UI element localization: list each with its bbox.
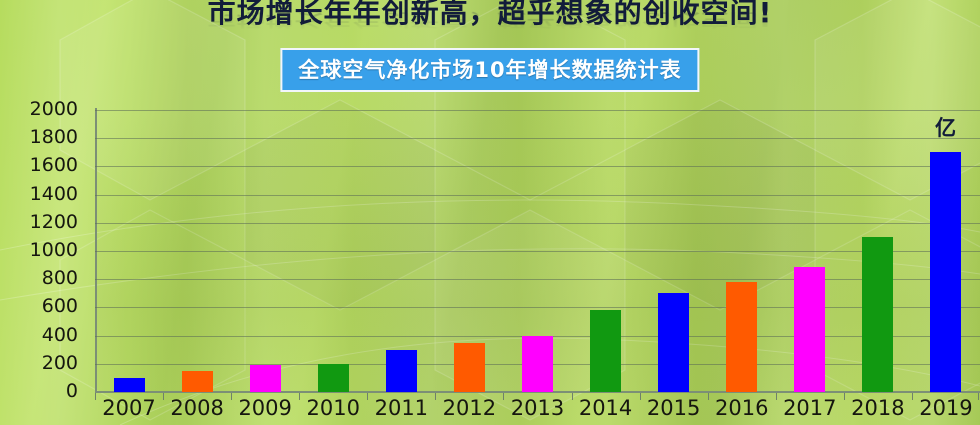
chart-title-banner: 全球空气净化市场10年增长数据统计表 xyxy=(280,48,700,92)
bar-2010 xyxy=(317,363,349,392)
x-axis-tick xyxy=(571,393,573,400)
bar-2011 xyxy=(385,349,417,392)
x-tick-label-2015: 2015 xyxy=(646,396,701,420)
y-tick-label: 1600 xyxy=(29,154,78,177)
x-axis-tick xyxy=(367,393,369,400)
x-tick-label-2011: 2011 xyxy=(374,396,429,420)
bar-2019 xyxy=(930,152,962,392)
x-tick-label-2014: 2014 xyxy=(578,396,633,420)
x-tick-label-2009: 2009 xyxy=(238,396,292,420)
y-tick-label: 1400 xyxy=(29,182,78,205)
x-tick-label-2016: 2016 xyxy=(714,396,769,420)
page-headline: 市场增长年年创新高，超乎想象的创收空间! xyxy=(207,0,773,29)
x-tick-label-2007: 2007 xyxy=(102,396,156,420)
x-axis-tick xyxy=(639,393,641,400)
x-tick-label-2012: 2012 xyxy=(442,396,497,420)
x-axis-tick xyxy=(231,393,233,400)
gridline-1000 xyxy=(95,251,980,252)
gridline-1600 xyxy=(95,166,980,168)
gridline-800 xyxy=(95,279,980,281)
x-tick-label-2010: 2010 xyxy=(306,396,360,420)
x-axis-tick xyxy=(843,393,845,400)
y-tick-label: 1200 xyxy=(29,210,78,233)
bar-2013 xyxy=(522,335,553,392)
y-axis-line xyxy=(95,108,97,393)
y-tick-label: 600 xyxy=(41,295,78,318)
bar-2014 xyxy=(590,310,622,392)
x-axis-tick xyxy=(95,393,96,400)
gridline-0 xyxy=(95,391,980,393)
y-tick-label: 800 xyxy=(41,267,78,290)
gridline-2000 xyxy=(95,110,980,111)
bar-2018 xyxy=(862,236,894,392)
y-tick-label: 2000 xyxy=(29,98,78,120)
bar-2016 xyxy=(726,282,758,392)
x-axis-tick xyxy=(299,393,301,400)
x-axis-tick xyxy=(163,393,165,400)
y-tick-label: 200 xyxy=(41,351,78,374)
bar-2017 xyxy=(794,266,826,392)
y-tick-label: 400 xyxy=(41,323,78,346)
x-tick-label-2013: 2013 xyxy=(510,396,565,420)
gridline-1800 xyxy=(95,138,980,140)
x-axis-tick xyxy=(435,393,437,400)
x-tick-label-2008: 2008 xyxy=(170,396,224,420)
bar-2009 xyxy=(249,365,281,392)
bar-2012 xyxy=(453,342,485,392)
x-axis-tick xyxy=(911,393,913,400)
bar-2008 xyxy=(181,370,213,392)
y-tick-label: 0 xyxy=(65,380,78,402)
x-tick-label-2017: 2017 xyxy=(783,396,837,420)
gridline-600 xyxy=(95,307,980,309)
bar-2015 xyxy=(658,293,690,392)
gridline-1400 xyxy=(95,194,980,196)
y-tick-label: 1800 xyxy=(29,126,78,149)
bar-2007 xyxy=(113,377,145,392)
gridline-1200 xyxy=(95,222,980,224)
x-tick-label-2019: 2019 xyxy=(919,396,973,420)
y-tick-label: 1000 xyxy=(29,239,78,261)
x-axis-tick xyxy=(978,393,979,400)
x-axis-tick xyxy=(707,393,709,400)
x-axis-tick xyxy=(503,393,505,400)
unit-label: 亿 xyxy=(934,116,956,141)
x-axis-tick xyxy=(775,393,777,400)
x-tick-label-2018: 2018 xyxy=(851,396,905,420)
